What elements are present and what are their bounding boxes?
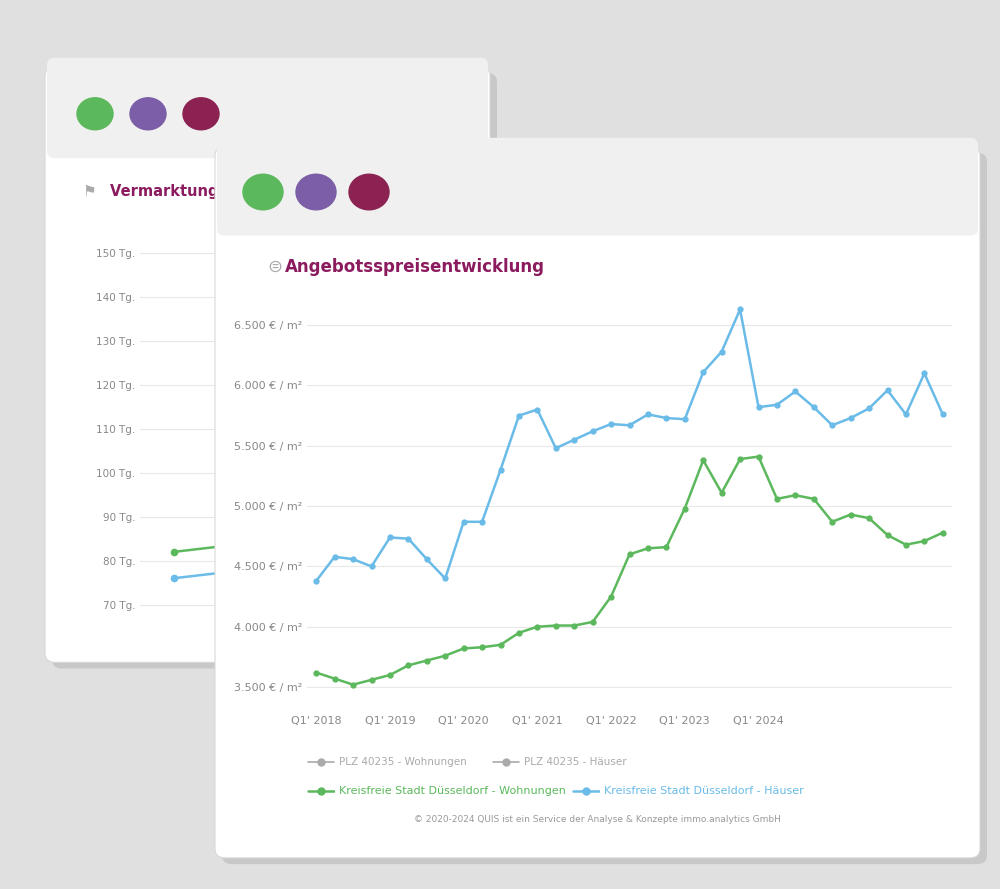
Text: Vermarktungsdauer (Verkaufsobjekte): Vermarktungsdauer (Verkaufsobjekte) (110, 184, 429, 198)
Text: Kreisfreie Stadt Düsseldorf - Wohnungen: Kreisfreie Stadt Düsseldorf - Wohnungen (339, 786, 566, 797)
Text: PLZ 40235 - Wohnungen: PLZ 40235 - Wohnungen (339, 757, 467, 767)
Text: Kreisfreie Stadt Düsseldorf - Häuser: Kreisfreie Stadt Düsseldorf - Häuser (604, 786, 804, 797)
Text: © 2020-2024 QUIS ist ein Service der Analyse & Konzepte immo.analytics GmbH: © 2020-2024 QUIS ist ein Service der Ana… (414, 815, 781, 824)
Text: ⚑: ⚑ (82, 184, 96, 198)
Text: PLZ 40235 - Häuser: PLZ 40235 - Häuser (524, 757, 627, 767)
Text: Angebotsspreisentwicklung: Angebotsspreisentwicklung (285, 258, 545, 276)
Text: ⊜: ⊜ (267, 258, 282, 276)
